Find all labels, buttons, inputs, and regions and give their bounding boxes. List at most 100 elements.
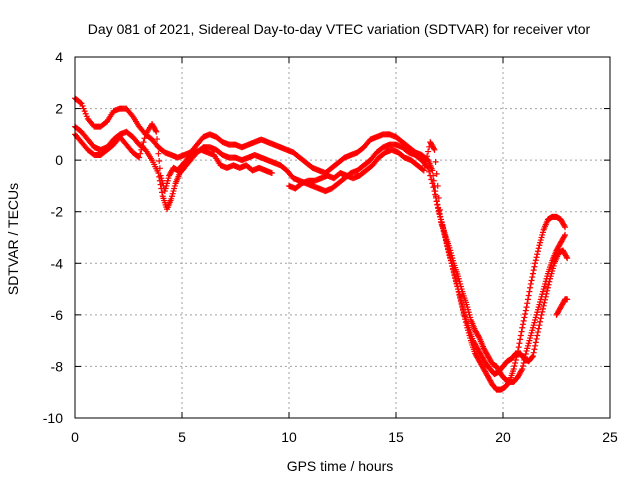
data-point	[516, 340, 523, 347]
data-point	[429, 167, 436, 174]
data-point	[541, 299, 548, 306]
data-point	[531, 346, 538, 353]
data-points	[72, 95, 571, 393]
data-point	[159, 189, 166, 196]
data-point	[512, 356, 519, 363]
data-point	[544, 284, 551, 291]
data-point	[532, 339, 539, 346]
data-point	[419, 166, 426, 173]
data-point	[561, 222, 568, 229]
data-point	[435, 194, 442, 201]
data-point	[533, 335, 540, 342]
data-point	[432, 191, 439, 198]
y-tick-label: 0	[55, 152, 63, 168]
data-point	[431, 188, 438, 195]
data-point	[545, 281, 552, 288]
x-tick-label: 5	[178, 429, 186, 445]
data-point	[519, 362, 526, 369]
data-point	[540, 302, 547, 309]
data-point	[539, 305, 546, 312]
y-tick-label: 4	[55, 49, 63, 65]
data-point	[420, 167, 427, 174]
data-point	[532, 260, 539, 267]
data-point	[530, 349, 537, 356]
data-point	[537, 318, 544, 325]
y-tick-label: -10	[43, 410, 63, 426]
data-point	[432, 158, 439, 165]
data-point	[529, 353, 536, 360]
y-tick-label: 2	[55, 101, 63, 117]
data-point	[429, 180, 436, 187]
data-point	[529, 270, 536, 277]
data-point	[525, 292, 532, 299]
data-point	[421, 162, 428, 169]
data-point	[527, 284, 534, 291]
x-tick-labels: 0 5 10 15 20 25	[71, 429, 618, 445]
data-point	[424, 153, 431, 160]
data-point	[534, 329, 541, 336]
data-point	[562, 224, 569, 231]
data-point	[529, 274, 536, 281]
data-point	[526, 288, 533, 295]
data-point	[268, 170, 275, 177]
data-point	[430, 145, 437, 152]
data-point	[140, 139, 147, 146]
y-axis-label: SDTVAR / TECUs	[5, 183, 21, 295]
data-point	[523, 304, 530, 311]
data-point	[155, 150, 162, 157]
data-point	[128, 112, 135, 119]
data-point	[534, 251, 541, 258]
data-point	[521, 314, 528, 321]
data-point	[511, 362, 518, 369]
data-point	[562, 231, 569, 238]
x-tick-label: 0	[71, 429, 79, 445]
x-tick-label: 25	[602, 429, 618, 445]
data-point	[153, 128, 160, 135]
data-point	[537, 315, 544, 322]
data-point	[422, 158, 429, 165]
data-point	[531, 263, 538, 270]
data-point	[535, 245, 542, 252]
data-point	[533, 254, 540, 261]
data-point	[532, 342, 539, 349]
data-point	[530, 267, 537, 274]
data-point	[529, 353, 536, 360]
data-point	[527, 280, 534, 287]
data-point	[156, 158, 163, 165]
data-point	[459, 302, 466, 309]
data-point	[520, 359, 527, 366]
y-tick-label: -2	[51, 204, 64, 220]
data-point	[517, 336, 524, 343]
data-point	[139, 142, 146, 149]
data-point	[520, 317, 527, 324]
x-axis-label: GPS time / hours	[287, 458, 394, 474]
y-tick-label: -8	[51, 358, 64, 374]
data-point	[510, 366, 517, 373]
data-point	[564, 296, 571, 303]
data-point	[528, 277, 535, 284]
data-point	[425, 164, 432, 171]
chart-title: Day 081 of 2021, Sidereal Day-to-day VTE…	[88, 21, 591, 37]
y-tick-label: -6	[51, 307, 64, 323]
data-point	[434, 182, 441, 189]
data-point	[425, 148, 432, 155]
y-tick-label: -4	[51, 255, 64, 271]
data-point	[563, 253, 570, 260]
data-point	[136, 154, 143, 161]
y-tick-labels: -10 -8 -6 -4 -2 0 2 4	[43, 49, 63, 426]
data-point	[137, 150, 144, 157]
data-point	[152, 127, 159, 134]
data-point	[564, 255, 571, 262]
data-point	[154, 136, 161, 143]
data-point	[430, 184, 437, 191]
data-point	[522, 307, 529, 314]
data-point	[135, 153, 142, 160]
data-point	[138, 146, 145, 153]
data-point	[534, 332, 541, 339]
data-point	[434, 201, 441, 208]
data-point	[475, 333, 482, 340]
x-tick-label: 15	[388, 429, 404, 445]
data-point	[536, 322, 543, 329]
data-point	[460, 305, 467, 312]
